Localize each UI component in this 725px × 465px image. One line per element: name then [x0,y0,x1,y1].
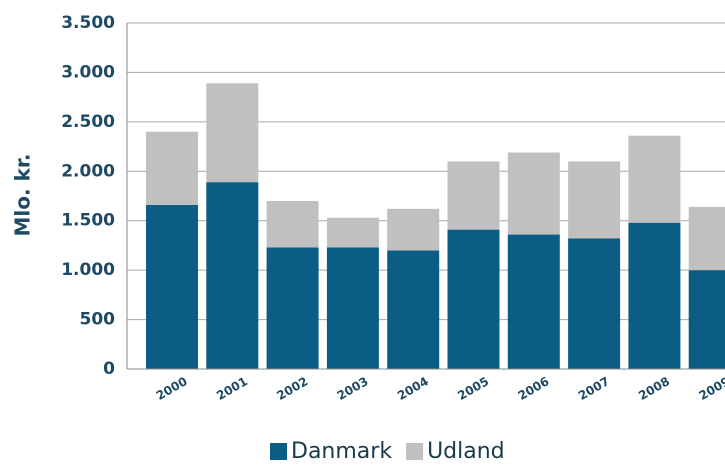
bar-segment [688,206,725,271]
y-tick-label: 2.000 [61,161,115,181]
x-tick-label: 2005 [455,374,491,403]
x-tick-label: 2004 [395,374,431,403]
bar-segment [507,234,560,369]
bar-segment [206,83,259,183]
bar-segment [387,208,440,251]
x-tick-label: 2001 [214,374,250,403]
y-tick-label: 1.500 [61,211,115,231]
bar-segment [326,217,379,248]
bar-segment [628,222,681,369]
x-tick-label: 2008 [636,374,672,403]
x-tick-label: 2002 [274,374,310,403]
bar-segment [266,247,319,369]
bar-segment [146,204,198,369]
bar-segment [206,182,259,369]
x-tick-label: 2006 [516,374,552,403]
x-tick-label: 2007 [576,374,612,403]
bar-segment [447,229,500,369]
y-tick-label: 3.000 [61,62,115,82]
bar-segment [507,152,560,235]
y-axis-label: Mlo. kr. [11,154,35,237]
bar-segment [688,270,725,369]
y-tick-label: 1.000 [61,260,115,280]
x-tick-label: 2000 [154,374,190,403]
bar-segment [568,238,621,369]
legend-swatch [406,443,424,460]
bar-segment [387,250,440,369]
x-tick-label: 2003 [335,374,371,403]
legend-label: Udland [427,439,505,464]
x-tick-label: 2009 [696,374,725,403]
bar-segment [266,200,319,248]
y-tick-label: 3.500 [61,13,115,33]
y-tick-label: 2.500 [61,112,115,132]
bar-segment [628,135,681,223]
bar-segment [447,161,500,230]
bar-segment [326,247,379,369]
legend-label: Danmark [291,439,392,464]
bar-segment [146,131,198,205]
y-tick-label: 500 [80,310,116,330]
legend-swatch [270,443,287,460]
y-tick-label: 0 [103,359,115,379]
bar-segment [568,161,621,239]
